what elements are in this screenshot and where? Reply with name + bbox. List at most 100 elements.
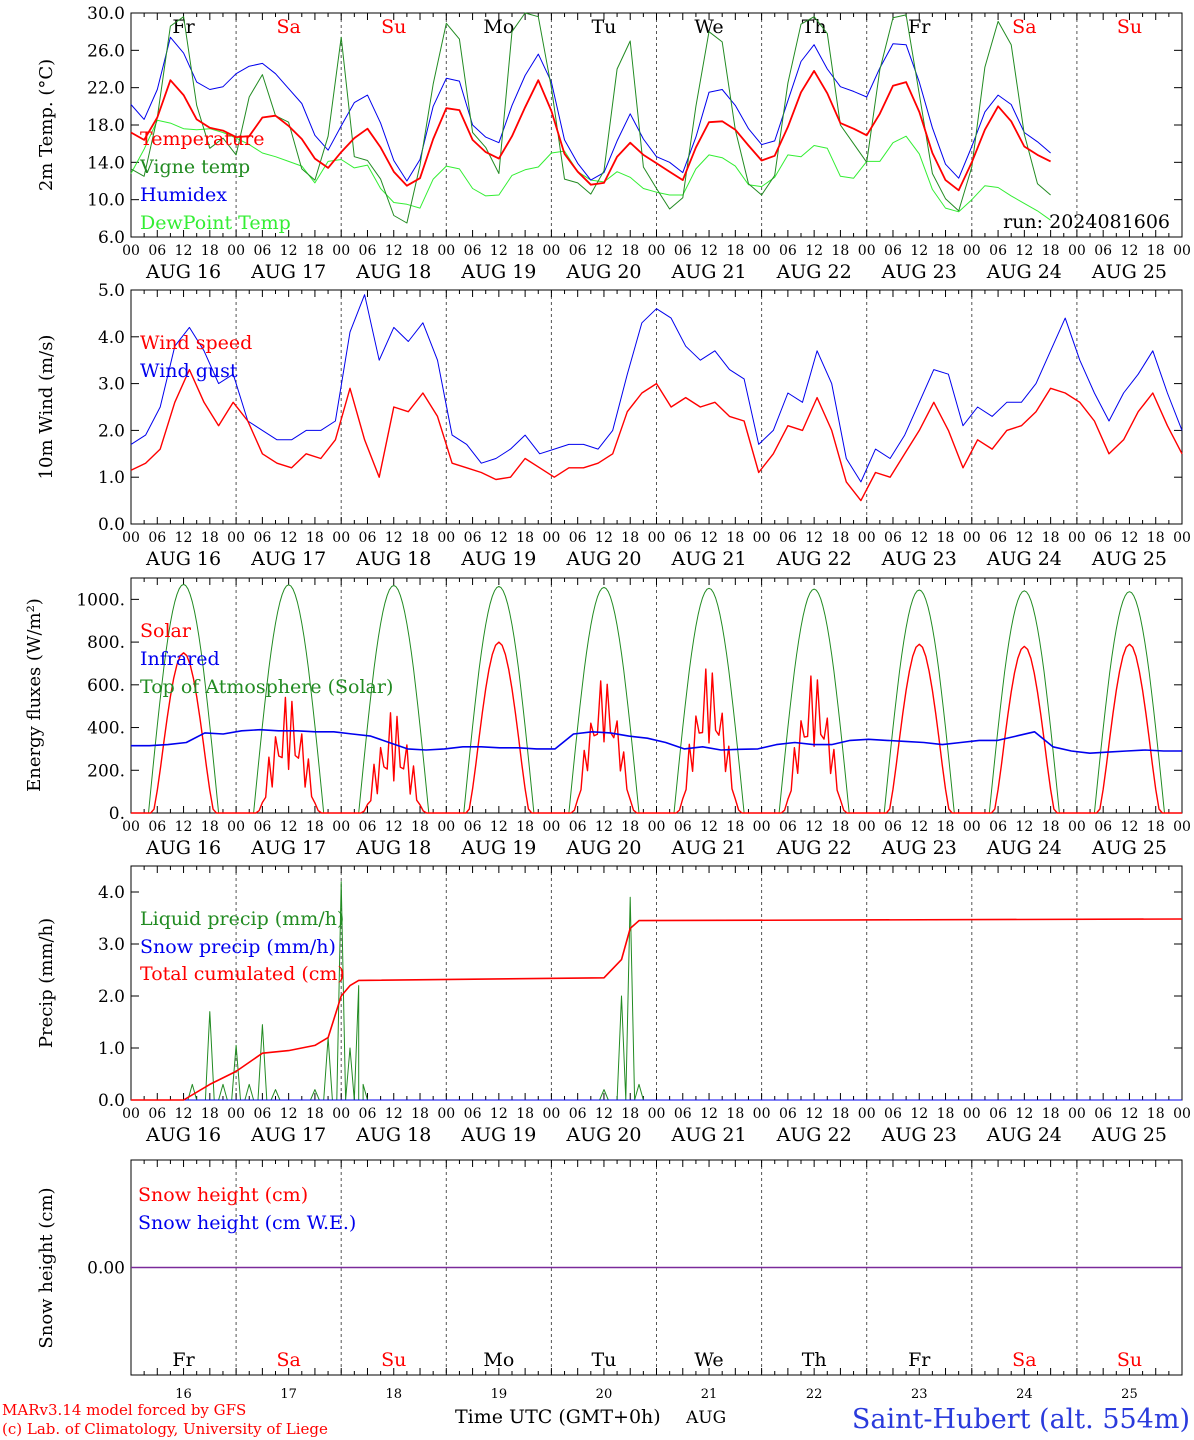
hour-tick-label: 18 xyxy=(937,530,955,546)
date-label: AUG 21 xyxy=(670,548,746,570)
credit-line-1: MARv3.14 model forced by GFS xyxy=(2,1401,246,1419)
day-name-bottom: Fr xyxy=(172,1349,195,1371)
hour-tick-label: 06 xyxy=(884,530,902,546)
hour-tick-label: 06 xyxy=(359,530,377,546)
date-label: AUG 19 xyxy=(460,548,536,570)
day-number: 18 xyxy=(385,1387,402,1402)
date-label: AUG 20 xyxy=(565,261,641,283)
hour-tick-label: 06 xyxy=(674,530,692,546)
legend-temperature: Temperature xyxy=(140,128,264,150)
hour-tick-label: 00 xyxy=(1173,819,1191,835)
date-label: AUG 18 xyxy=(355,1124,431,1146)
hour-tick-label: 06 xyxy=(569,819,587,835)
hour-tick-label: 12 xyxy=(385,1106,403,1122)
day-name-bottom: Fr xyxy=(908,1349,931,1371)
date-label: AUG 22 xyxy=(776,837,852,859)
hour-tick-label: 18 xyxy=(832,1106,850,1122)
date-label: AUG 18 xyxy=(355,261,431,283)
hour-tick-label: 18 xyxy=(1147,819,1165,835)
date-label: AUG 20 xyxy=(565,548,641,570)
date-label: AUG 18 xyxy=(355,548,431,570)
hour-tick-label: 00 xyxy=(963,819,981,835)
hour-tick-label: 12 xyxy=(490,243,508,259)
hour-tick-label: 18 xyxy=(516,243,534,259)
hour-tick-label: 00 xyxy=(122,530,140,546)
hour-tick-label: 12 xyxy=(490,1106,508,1122)
hour-tick-label: 12 xyxy=(805,243,823,259)
hour-tick-label: 06 xyxy=(464,530,482,546)
hour-tick-label: 12 xyxy=(910,243,928,259)
hour-tick-label: 00 xyxy=(437,243,455,259)
hour-tick-label: 00 xyxy=(227,530,245,546)
hour-tick-label: 18 xyxy=(516,1106,534,1122)
y-axis-label: 10m Wind (m/s) xyxy=(36,335,57,480)
hour-tick-label: 00 xyxy=(122,243,140,259)
y-tick-label: 1.0 xyxy=(98,1039,125,1059)
hour-tick-label: 18 xyxy=(621,530,639,546)
hour-tick-label: 00 xyxy=(437,530,455,546)
panel-2: 0.0 1.0 2.0 3.0 4.0 5.0 10m Wind (m/s) 00 06 12 18… xyxy=(36,281,1191,570)
hour-tick-label: 00 xyxy=(1068,1106,1086,1122)
panel2-legend: Wind speed Wind gust xyxy=(140,332,252,382)
hour-tick-label: 12 xyxy=(595,243,613,259)
date-label: AUG 16 xyxy=(145,548,221,570)
hour-tick-label: 12 xyxy=(805,819,823,835)
y-tick-label: 0. xyxy=(109,804,125,824)
legend-wind-gust: Wind gust xyxy=(140,360,238,382)
hour-tick-label: 18 xyxy=(201,1106,219,1122)
date-label: AUG 17 xyxy=(250,261,326,283)
date-label: AUG 16 xyxy=(145,261,221,283)
hour-tick-label: 18 xyxy=(937,819,955,835)
hour-tick-label: 06 xyxy=(779,819,797,835)
hour-tick-label: 12 xyxy=(700,243,718,259)
hour-tick-label: 12 xyxy=(805,1106,823,1122)
day-name-top: Fr xyxy=(172,16,195,38)
infrared-series xyxy=(131,728,1182,755)
y-tick-label: 22.0 xyxy=(87,79,125,99)
hour-tick-label: 00 xyxy=(648,243,666,259)
y-tick-label: 4.0 xyxy=(98,328,125,348)
date-label: AUG 24 xyxy=(986,548,1062,570)
panel5-legend: Snow height (cm) Snow height (cm W.E.) xyxy=(138,1184,356,1234)
date-label: AUG 25 xyxy=(1091,837,1167,859)
date-label: AUG 24 xyxy=(986,1124,1062,1146)
date-label: AUG 21 xyxy=(670,837,746,859)
hour-tick-label: 18 xyxy=(411,530,429,546)
hour-tick-label: 18 xyxy=(937,1106,955,1122)
hour-tick-label: 06 xyxy=(674,819,692,835)
temp-series-1 xyxy=(130,12,1051,224)
day-number: 16 xyxy=(175,1387,192,1402)
hour-tick-label: 18 xyxy=(1147,530,1165,546)
y-tick-label: 600. xyxy=(87,676,125,696)
hour-tick-label: 06 xyxy=(674,1106,692,1122)
date-label: AUG 20 xyxy=(565,1124,641,1146)
hour-tick-label: 00 xyxy=(332,243,350,259)
hour-tick-label: 06 xyxy=(464,1106,482,1122)
panel-4: 0.0 1.0 2.0 3.0 4.0 Precip (mm/h) 00 06 12 18 00 06… xyxy=(36,865,1191,1146)
date-label: AUG 24 xyxy=(986,261,1062,283)
hour-tick-label: 12 xyxy=(175,1106,193,1122)
hour-tick-label: 12 xyxy=(175,819,193,835)
hour-tick-label: 00 xyxy=(753,819,771,835)
panel-1: 6.0 10.0 14.0 18.0 22.0 26.0 30.0 2m Temp. (°C)… xyxy=(36,4,1191,283)
y-tick-label: 2.0 xyxy=(98,987,125,1007)
hour-tick-label: 00 xyxy=(963,243,981,259)
hour-tick-label: 00 xyxy=(227,1106,245,1122)
temp-series-2 xyxy=(130,36,1051,182)
hour-tick-label: 12 xyxy=(1015,819,1033,835)
hour-tick-label: 06 xyxy=(464,243,482,259)
hour-tick-label: 00 xyxy=(1068,243,1086,259)
legend-liquid-precip: Liquid precip (mm/h) xyxy=(140,908,344,930)
day-name-bottom: Sa xyxy=(1012,1349,1036,1371)
hour-tick-label: 18 xyxy=(411,819,429,835)
hour-tick-label: 00 xyxy=(648,819,666,835)
date-label: AUG 19 xyxy=(460,1124,536,1146)
date-label: AUG 25 xyxy=(1091,548,1167,570)
hour-tick-label: 00 xyxy=(753,1106,771,1122)
temp-series-3 xyxy=(130,119,1051,221)
day-name-top: Tu xyxy=(591,16,616,38)
hour-tick-label: 12 xyxy=(1121,530,1139,546)
time-axis-label: Time UTC (GMT+0h) xyxy=(455,1406,661,1428)
hour-tick-label: 00 xyxy=(753,530,771,546)
